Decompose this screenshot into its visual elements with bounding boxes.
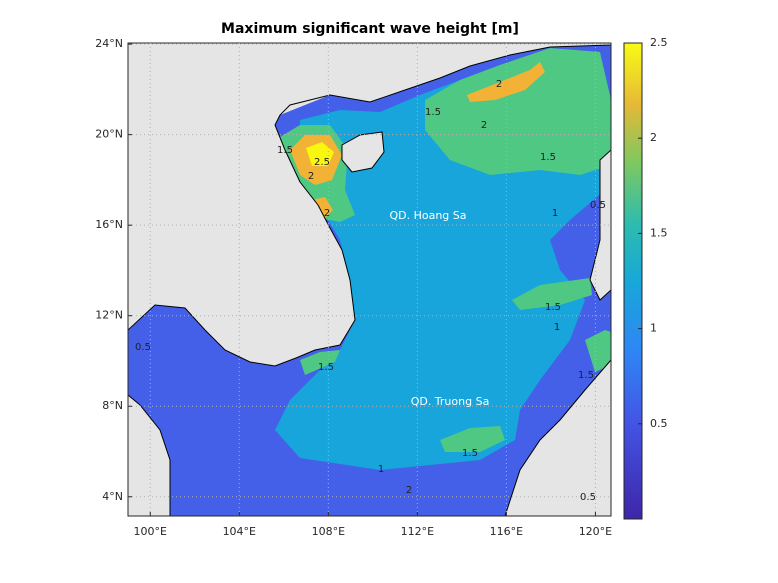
contour-label: 2 bbox=[406, 485, 412, 496]
contour-label: 1.5 bbox=[318, 362, 334, 373]
x-tick-label: 120°E bbox=[579, 525, 612, 538]
contour-label: 1.5 bbox=[462, 448, 478, 459]
colorbar-tick-label: 2.5 bbox=[650, 36, 668, 49]
y-tick-label: 24°N bbox=[95, 37, 123, 50]
sea-2 bbox=[467, 62, 545, 102]
sea-1.5 bbox=[440, 426, 505, 452]
hainan bbox=[341, 131, 385, 173]
contour-label: 1.5 bbox=[578, 370, 594, 381]
contour-label: 2 bbox=[481, 120, 487, 131]
contour-label: 0.5 bbox=[590, 200, 606, 211]
contour-label: 1.5 bbox=[545, 302, 561, 313]
colorbar bbox=[623, 42, 643, 520]
contour-label: 2 bbox=[324, 208, 330, 219]
sea-1.5 bbox=[512, 278, 592, 310]
contour-label: 1.5 bbox=[277, 145, 293, 156]
contour-label: 0.5 bbox=[135, 342, 151, 353]
place-label: QD. Truong Sa bbox=[411, 395, 490, 408]
malay-peninsula bbox=[128, 394, 171, 516]
sea-1.5 bbox=[425, 48, 611, 175]
axes-frame bbox=[127, 42, 612, 517]
contour-label: 1 bbox=[554, 322, 560, 333]
contour-label: 1.5 bbox=[540, 152, 556, 163]
colorbar-tick-label: 1.5 bbox=[650, 226, 668, 239]
contour-label: 0.5 bbox=[580, 492, 596, 503]
y-tick-label: 8°N bbox=[102, 399, 123, 412]
colorbar-tick-label: 0.5 bbox=[650, 417, 668, 430]
contour-label: 2 bbox=[308, 171, 314, 182]
x-tick-label: 116°E bbox=[490, 525, 523, 538]
borneo bbox=[504, 359, 611, 516]
y-tick-label: 20°N bbox=[95, 128, 123, 141]
title: Maximum significant wave height [m] bbox=[221, 21, 519, 37]
map-area bbox=[128, 43, 611, 516]
x-tick-label: 100°E bbox=[134, 525, 167, 538]
place-label: QD. Hoang Sa bbox=[389, 209, 466, 222]
colorbar-tick-label: 1 bbox=[650, 322, 657, 335]
sea-1.5 bbox=[300, 350, 340, 375]
contour-label: 2.5 bbox=[314, 157, 330, 168]
y-tick-label: 16°N bbox=[95, 218, 123, 231]
contour-label: 1 bbox=[552, 208, 558, 219]
y-tick-label: 12°N bbox=[95, 309, 123, 322]
y-tick-label: 4°N bbox=[102, 490, 123, 503]
x-tick-label: 108°E bbox=[312, 525, 345, 538]
x-tick-label: 112°E bbox=[401, 525, 434, 538]
contour-label: 1 bbox=[378, 464, 384, 475]
contour-label: 1.5 bbox=[425, 107, 441, 118]
x-tick-label: 104°E bbox=[223, 525, 256, 538]
china-coast bbox=[128, 43, 611, 367]
sea-2.5 bbox=[306, 142, 334, 166]
contour-label: 2 bbox=[496, 79, 502, 90]
colorbar-tick-label: 2 bbox=[650, 131, 657, 144]
sea-1.5 bbox=[585, 330, 611, 372]
